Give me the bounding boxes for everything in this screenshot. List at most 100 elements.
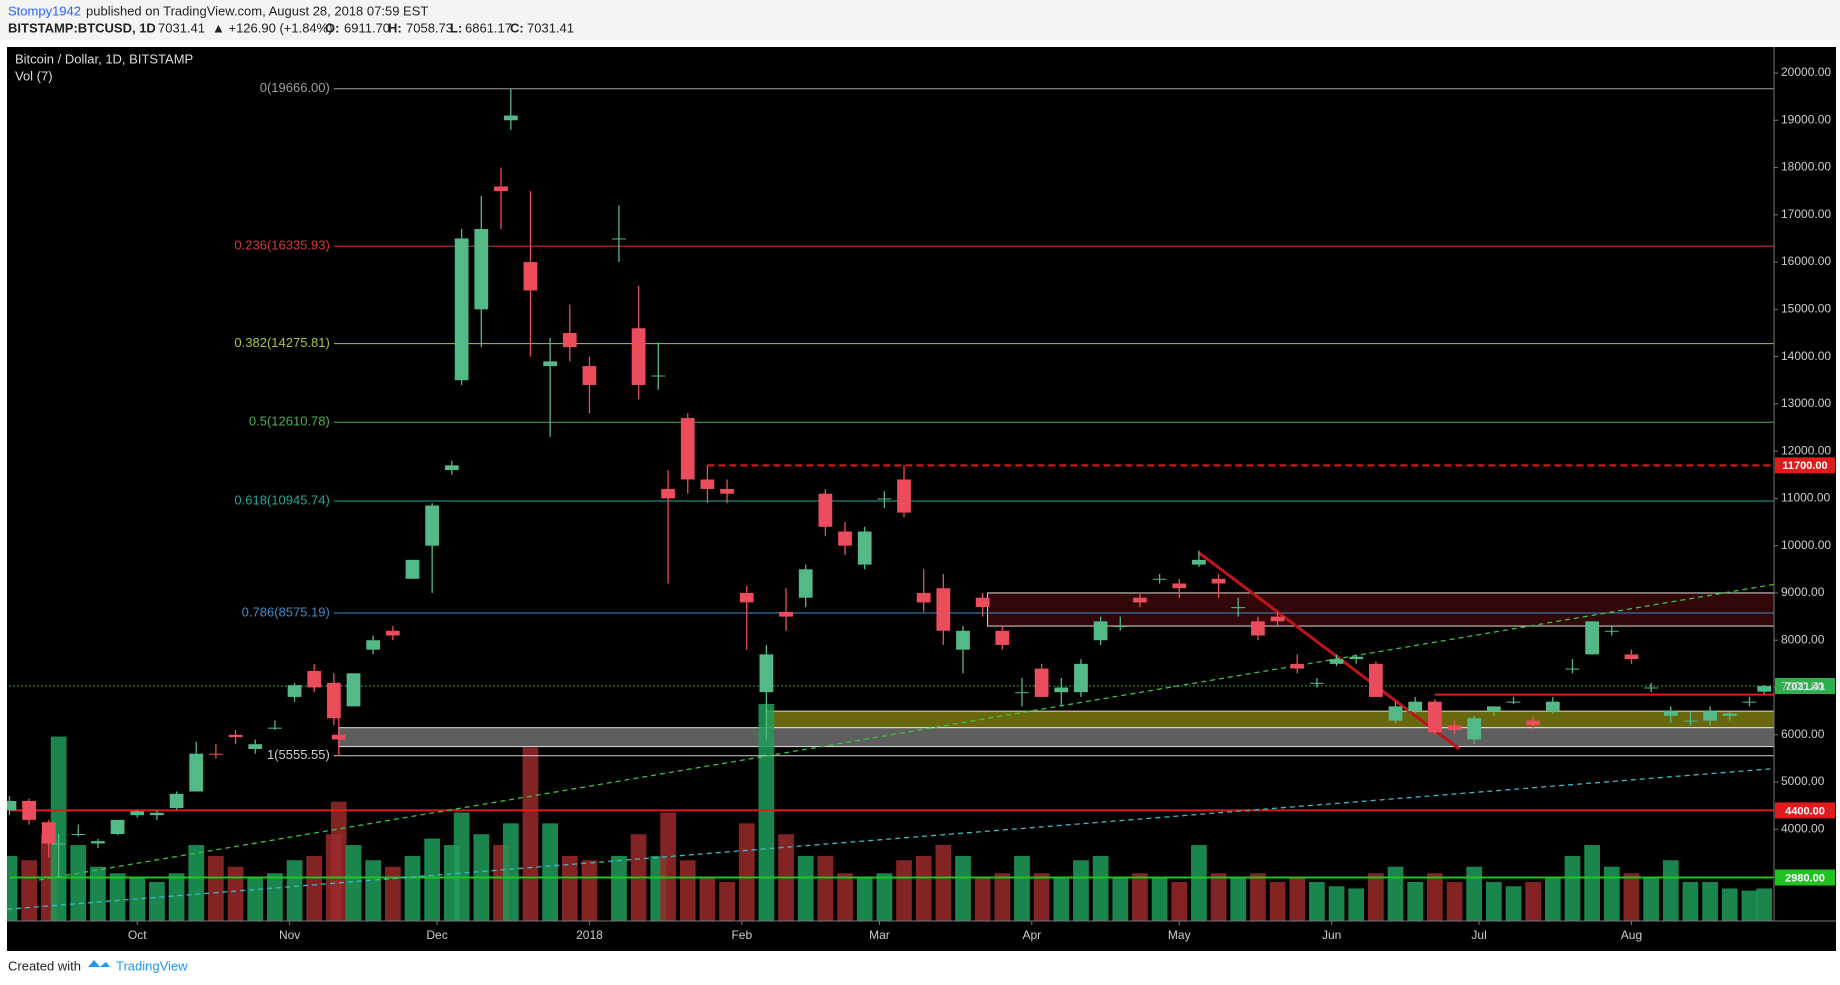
candle-body [1329, 659, 1344, 664]
candle-body [1074, 663, 1088, 693]
candle-body [739, 592, 754, 603]
candle-body [661, 488, 675, 499]
volume-bar [424, 838, 441, 921]
volume-bar [1721, 888, 1738, 921]
candle-body [1290, 663, 1305, 669]
author[interactable]: Stompy1942 [8, 3, 81, 18]
volume-bar [1446, 881, 1463, 921]
candle-body [331, 734, 346, 740]
candle-body [995, 630, 1010, 645]
price-label: 11700.00 [1782, 460, 1827, 472]
volume-bar [1112, 877, 1129, 921]
volume-bar [1309, 881, 1325, 921]
brand[interactable]: TradingView [116, 958, 188, 973]
volume-bar [109, 873, 126, 921]
candle-body [1270, 616, 1285, 622]
x-tick-label: Apr [1022, 928, 1041, 942]
volume-bar [286, 860, 303, 921]
volume-bar [50, 736, 67, 921]
price-label: 2980.00 [1785, 872, 1825, 884]
y-tick-label: 12000.00 [1781, 443, 1831, 457]
candle-body [936, 588, 951, 631]
volume-bar [208, 855, 224, 921]
candle-body [366, 640, 381, 650]
volume-bar [1407, 881, 1424, 921]
candle-body [22, 800, 36, 820]
candle-body [1172, 583, 1187, 589]
y-tick-label: 20000.00 [1781, 65, 1831, 79]
header-bar [0, 0, 1840, 40]
volume-bar [1505, 886, 1522, 921]
candle-body [651, 375, 666, 377]
zone [765, 710, 1774, 729]
price-label: 4400.00 [1785, 805, 1825, 817]
candle-body [91, 841, 105, 844]
x-tick-label: Mar [869, 928, 890, 942]
high-label: H: [388, 20, 402, 35]
volume-bar [1250, 873, 1266, 921]
fib-label: 0(19666.00) [260, 80, 330, 95]
candle-body [1408, 701, 1423, 712]
fib-label: 1(5555.55) [267, 747, 330, 762]
close-label: C: [510, 20, 524, 35]
candle-body [897, 479, 911, 513]
volume-bar [267, 873, 283, 921]
candle-body [1565, 668, 1580, 670]
y-tick-label: 16000.00 [1781, 254, 1831, 268]
volume-bar [581, 860, 598, 921]
candle-body [779, 611, 793, 617]
volume-bar [1171, 881, 1188, 921]
chart-title: Bitcoin / Dollar, 1D, BITSTAMP [15, 51, 193, 66]
candle-body [700, 479, 715, 489]
y-tick-label: 6000.00 [1781, 727, 1825, 741]
candle-body [956, 630, 970, 650]
y-tick-label: 8000.00 [1781, 632, 1825, 646]
volume-bar [453, 812, 470, 921]
candle-body [267, 727, 282, 729]
fib-label: 0.5(12610.78) [249, 414, 330, 429]
zone [338, 727, 1774, 748]
volume-bar [1485, 881, 1502, 921]
volume-bar [1756, 888, 1773, 921]
volume-bar [915, 855, 932, 921]
volume-bar [719, 881, 735, 921]
volume-bar [738, 823, 755, 921]
volume-bar [365, 860, 382, 921]
candle-body [877, 498, 892, 500]
candle-body [1054, 687, 1069, 693]
volume-bar [699, 877, 716, 921]
candle-body [1152, 578, 1167, 580]
y-tick-label: 19000.00 [1781, 112, 1831, 126]
volume-bar [21, 860, 37, 921]
candle-body [1703, 711, 1717, 721]
trendline [1198, 551, 1461, 751]
candle-body [720, 488, 734, 494]
volume-bar [522, 747, 539, 921]
low-label: L: [450, 20, 462, 35]
candle-body [838, 531, 852, 546]
price-label-box [1775, 802, 1835, 819]
volume-bar [227, 866, 244, 921]
y-tick-label: 15000.00 [1781, 302, 1831, 316]
candle-body [1604, 630, 1619, 632]
x-tick-label: Jul [1471, 928, 1486, 942]
volume-bar [384, 866, 401, 921]
y-tick-label: 7000.00 [1781, 680, 1825, 694]
volume-bar [1387, 866, 1404, 921]
volume-bar [1584, 845, 1601, 921]
candle-body [562, 332, 577, 348]
candle-body [1624, 654, 1639, 660]
volume-bar [1662, 860, 1679, 921]
candle-body [209, 753, 223, 755]
volume-bar [1702, 881, 1718, 921]
fib-label: 0.786(8575.19) [242, 604, 330, 619]
candle-body [1467, 718, 1482, 740]
candle-body [1310, 682, 1324, 684]
volume-bar [955, 855, 971, 921]
volume-bar [502, 823, 519, 921]
x-tick-label: May [1168, 928, 1191, 942]
fib-label: 0.236(16335.93) [234, 238, 329, 253]
y-tick-label: 14000.00 [1781, 349, 1831, 363]
candle-body [307, 670, 322, 688]
